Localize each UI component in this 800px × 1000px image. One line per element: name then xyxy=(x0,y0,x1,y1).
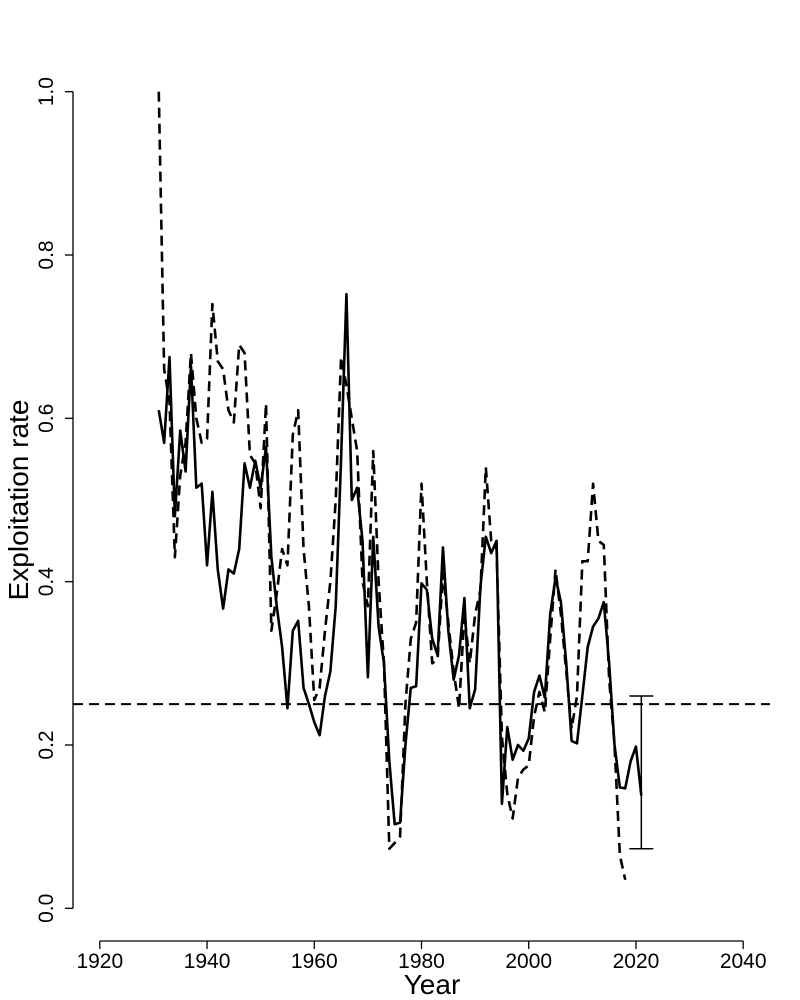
y-tick-label: 1.0 xyxy=(35,77,58,106)
y-tick-label: 0.8 xyxy=(35,240,58,269)
x-tick-label: 1920 xyxy=(76,950,123,973)
y-tick-label: 0.2 xyxy=(35,730,58,759)
y-tick-label: 0.0 xyxy=(35,894,58,923)
x-tick-label: 1980 xyxy=(398,950,445,973)
x-tick-label: 2000 xyxy=(505,950,552,973)
series-line xyxy=(157,91,627,881)
series-line xyxy=(157,292,643,826)
y-tick-label: 0.6 xyxy=(35,404,58,433)
x-axis-label: Year xyxy=(404,969,461,1000)
x-tick-label: 1960 xyxy=(291,950,338,973)
y-tick-label: 0.4 xyxy=(35,567,58,597)
x-tick-label: 2040 xyxy=(720,950,767,973)
y-axis-label: Exploitation rate xyxy=(3,400,34,601)
x-tick-label: 1940 xyxy=(184,950,231,973)
x-tick-label: 2020 xyxy=(613,950,660,973)
